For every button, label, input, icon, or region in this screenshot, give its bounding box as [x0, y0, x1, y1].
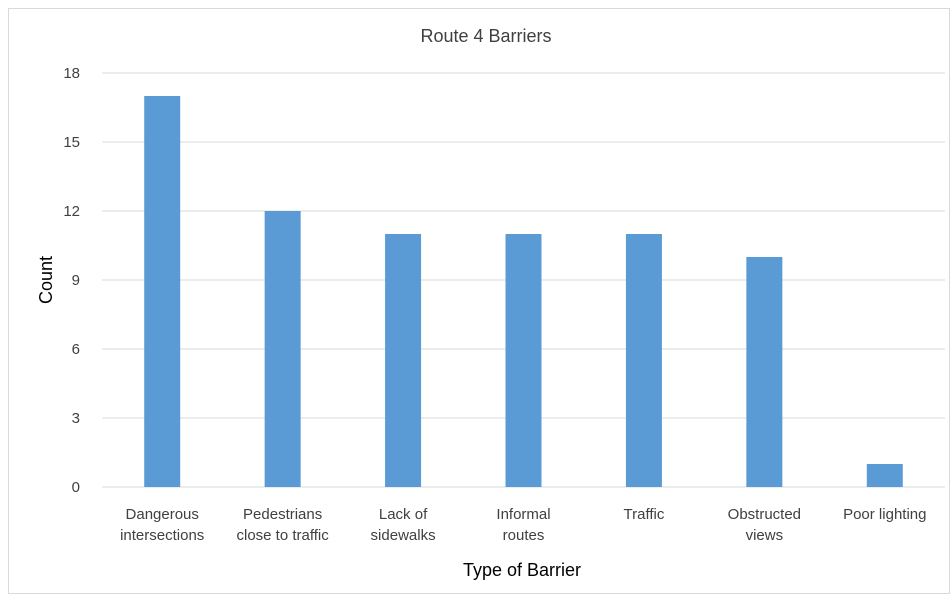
bar [264, 211, 301, 487]
x-tick-label: Pedestrians close to traffic [237, 506, 330, 544]
bar [505, 234, 542, 487]
y-tick-label: 9 [72, 272, 80, 289]
y-tick-label: 12 [63, 203, 80, 220]
x-tick-label: Poor lighting [843, 506, 926, 523]
bar [625, 234, 662, 487]
x-axis-title: Type of Barrier [463, 560, 581, 580]
y-tick-label: 3 [72, 410, 80, 427]
x-tick-label: Traffic [624, 506, 665, 523]
y-axis-title: Count [36, 256, 56, 304]
x-tick-label: Lack of sidewalks [371, 506, 436, 544]
y-tick-label: 0 [72, 479, 80, 496]
y-tick-labels: 0 3 6 9 12 15 18 [63, 65, 80, 496]
bar [144, 96, 181, 487]
x-tick-label: Informal routes [496, 506, 550, 544]
bar [746, 257, 783, 487]
x-tick-label: Obstructed views [728, 506, 801, 544]
y-tick-label: 18 [63, 65, 80, 82]
bar [385, 234, 422, 487]
x-tick-label: Dangerous intersections [120, 506, 204, 544]
gridlines [102, 72, 945, 488]
y-tick-label: 15 [63, 134, 80, 151]
bar [866, 464, 903, 487]
bars [144, 96, 903, 487]
chart-title: Route 4 Barriers [420, 26, 551, 46]
y-tick-label: 6 [72, 341, 80, 358]
x-tick-labels: Dangerous intersections Pedestrians close t… [120, 506, 926, 544]
